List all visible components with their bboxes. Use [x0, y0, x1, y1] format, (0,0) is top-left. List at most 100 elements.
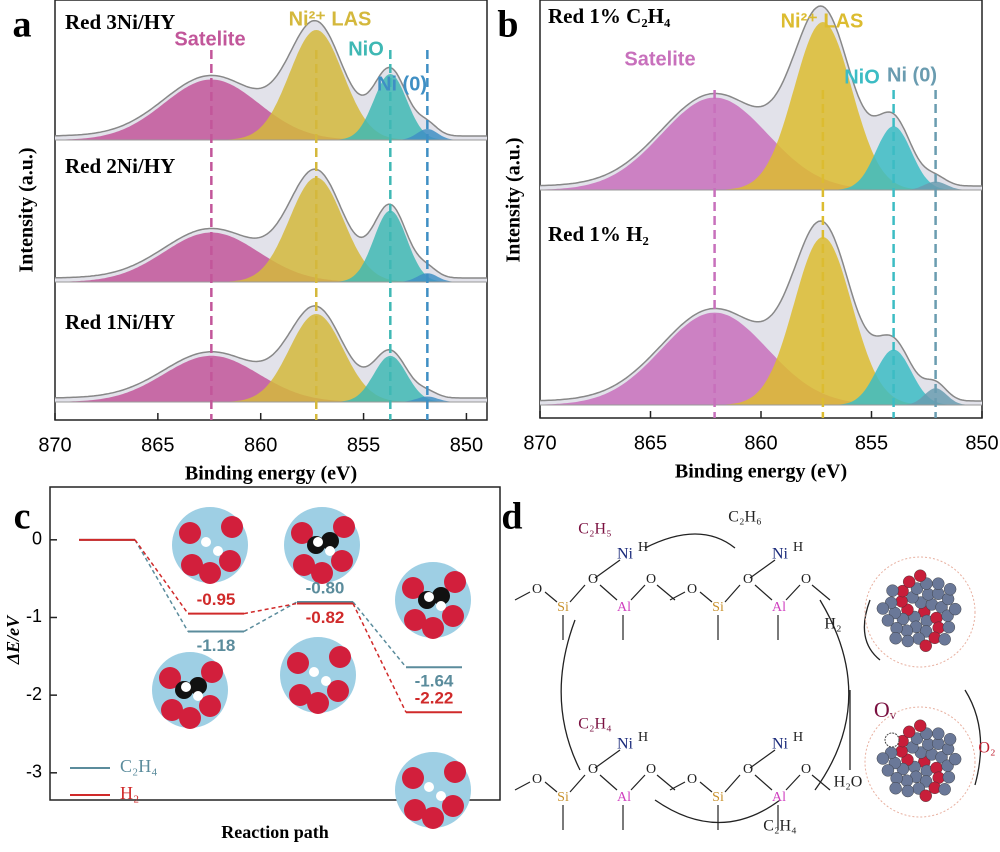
- envelope-fill: [540, 6, 982, 190]
- peak-label: NiO: [348, 38, 384, 60]
- x-tick-label: 870: [38, 434, 71, 456]
- legend-label: C₂H₄: [120, 756, 158, 776]
- peak-label: Satelite: [174, 28, 245, 50]
- bond: [544, 591, 558, 603]
- spectrum-label: Red 1% H₂: [548, 222, 649, 246]
- nanocluster: [864, 556, 976, 668]
- atom-label: O: [801, 762, 811, 777]
- atom-label: Si: [712, 600, 724, 615]
- oxygen-atom: [161, 699, 183, 721]
- panel-label: b: [497, 4, 518, 46]
- atom: [942, 621, 956, 634]
- molecule: [280, 637, 356, 714]
- value-label: -1.64: [415, 672, 454, 691]
- support-halo: [864, 556, 976, 668]
- bond: [599, 584, 618, 601]
- envelope: [55, 168, 487, 279]
- hydrogen-atom: [181, 682, 191, 692]
- bond: [544, 781, 558, 793]
- oxygen-atom: [179, 707, 201, 729]
- oxygen-atom: [289, 684, 311, 706]
- molecule: [284, 507, 360, 584]
- x-tick-label: 850: [965, 432, 998, 454]
- oxygen-atom: [159, 667, 181, 689]
- envelope: [539, 5, 982, 187]
- x-axis-title: Reaction path: [221, 822, 329, 842]
- y-tick-label: -2: [26, 684, 42, 704]
- atom-label: Ni: [617, 546, 634, 563]
- oxygen-atom: [199, 695, 221, 717]
- oxygen-atom: [293, 554, 315, 576]
- bond: [724, 584, 741, 603]
- oxygen-atom: [307, 692, 329, 714]
- connector: [134, 539, 189, 632]
- arrow: [964, 689, 982, 786]
- connector: [352, 601, 407, 668]
- atom-label: Si: [557, 790, 569, 805]
- bond: [749, 559, 776, 579]
- atom-label: O: [532, 582, 542, 597]
- envelope: [539, 220, 982, 402]
- bond: [754, 774, 773, 791]
- spectrum-label: Red 3Ni/HY: [65, 10, 175, 34]
- hydrogen-atom: [325, 546, 335, 556]
- atom-label: Si: [712, 790, 724, 805]
- atom-label: O: [588, 762, 598, 777]
- active-site: O Si O Al O Ni H: [669, 540, 831, 640]
- atom: [901, 634, 915, 648]
- atom: [900, 774, 914, 787]
- arrow: [863, 599, 881, 661]
- hydrogen-atom: [321, 676, 331, 686]
- arrow: [560, 619, 581, 771]
- spectrum-label: Red 2Ni/HY: [65, 154, 175, 178]
- y-tick-label: -3: [26, 762, 42, 782]
- bond: [514, 591, 531, 601]
- arrows: [560, 533, 982, 824]
- oxygen-atom: [442, 605, 464, 627]
- atom-label: Al: [617, 790, 631, 805]
- atom: [935, 751, 948, 764]
- arrow: [814, 599, 850, 791]
- oxygen-atom: [291, 522, 313, 544]
- oxygen-atom: [201, 661, 223, 683]
- atom-label: Al: [772, 600, 786, 615]
- bond: [754, 584, 773, 601]
- atom-label: Al: [772, 790, 786, 805]
- peak-component: [55, 129, 487, 140]
- active-site: O Si O Al O Ni H: [514, 730, 676, 830]
- hydrogen-atom: [424, 592, 434, 602]
- oxygen-atom: [422, 617, 444, 639]
- oxygen-atom: [444, 761, 466, 783]
- oxygen-atom: [221, 516, 243, 538]
- bond: [630, 584, 646, 601]
- oxygen-atom: [219, 550, 241, 572]
- atom-label: O: [646, 762, 656, 777]
- peak-label: Ni²⁺ LAS: [289, 8, 372, 30]
- peak-component: [55, 355, 487, 402]
- atom-label: Ni: [772, 546, 789, 563]
- molecule: [152, 652, 228, 729]
- panel-label: a: [13, 4, 32, 46]
- atom: [902, 725, 916, 739]
- value-label: -1.18: [197, 636, 236, 655]
- support-halo: [864, 706, 976, 818]
- panel-label: c: [14, 496, 31, 538]
- connector: [134, 539, 189, 615]
- peak-component: [55, 232, 487, 282]
- atom-label: O: [801, 572, 811, 587]
- oxygen-atom: [287, 652, 309, 674]
- oxygen-atom: [179, 522, 201, 544]
- atom: [914, 719, 927, 732]
- oxygen-atom: [199, 562, 221, 584]
- atom: [889, 632, 902, 645]
- atom-label: O: [646, 572, 656, 587]
- x-tick-label: 865: [634, 432, 667, 454]
- atom: [948, 602, 962, 616]
- vacancy: [884, 732, 900, 748]
- bond: [656, 584, 676, 601]
- atom: [901, 784, 915, 798]
- bond: [514, 781, 531, 791]
- x-tick-label: 850: [450, 434, 483, 456]
- bond: [699, 591, 713, 603]
